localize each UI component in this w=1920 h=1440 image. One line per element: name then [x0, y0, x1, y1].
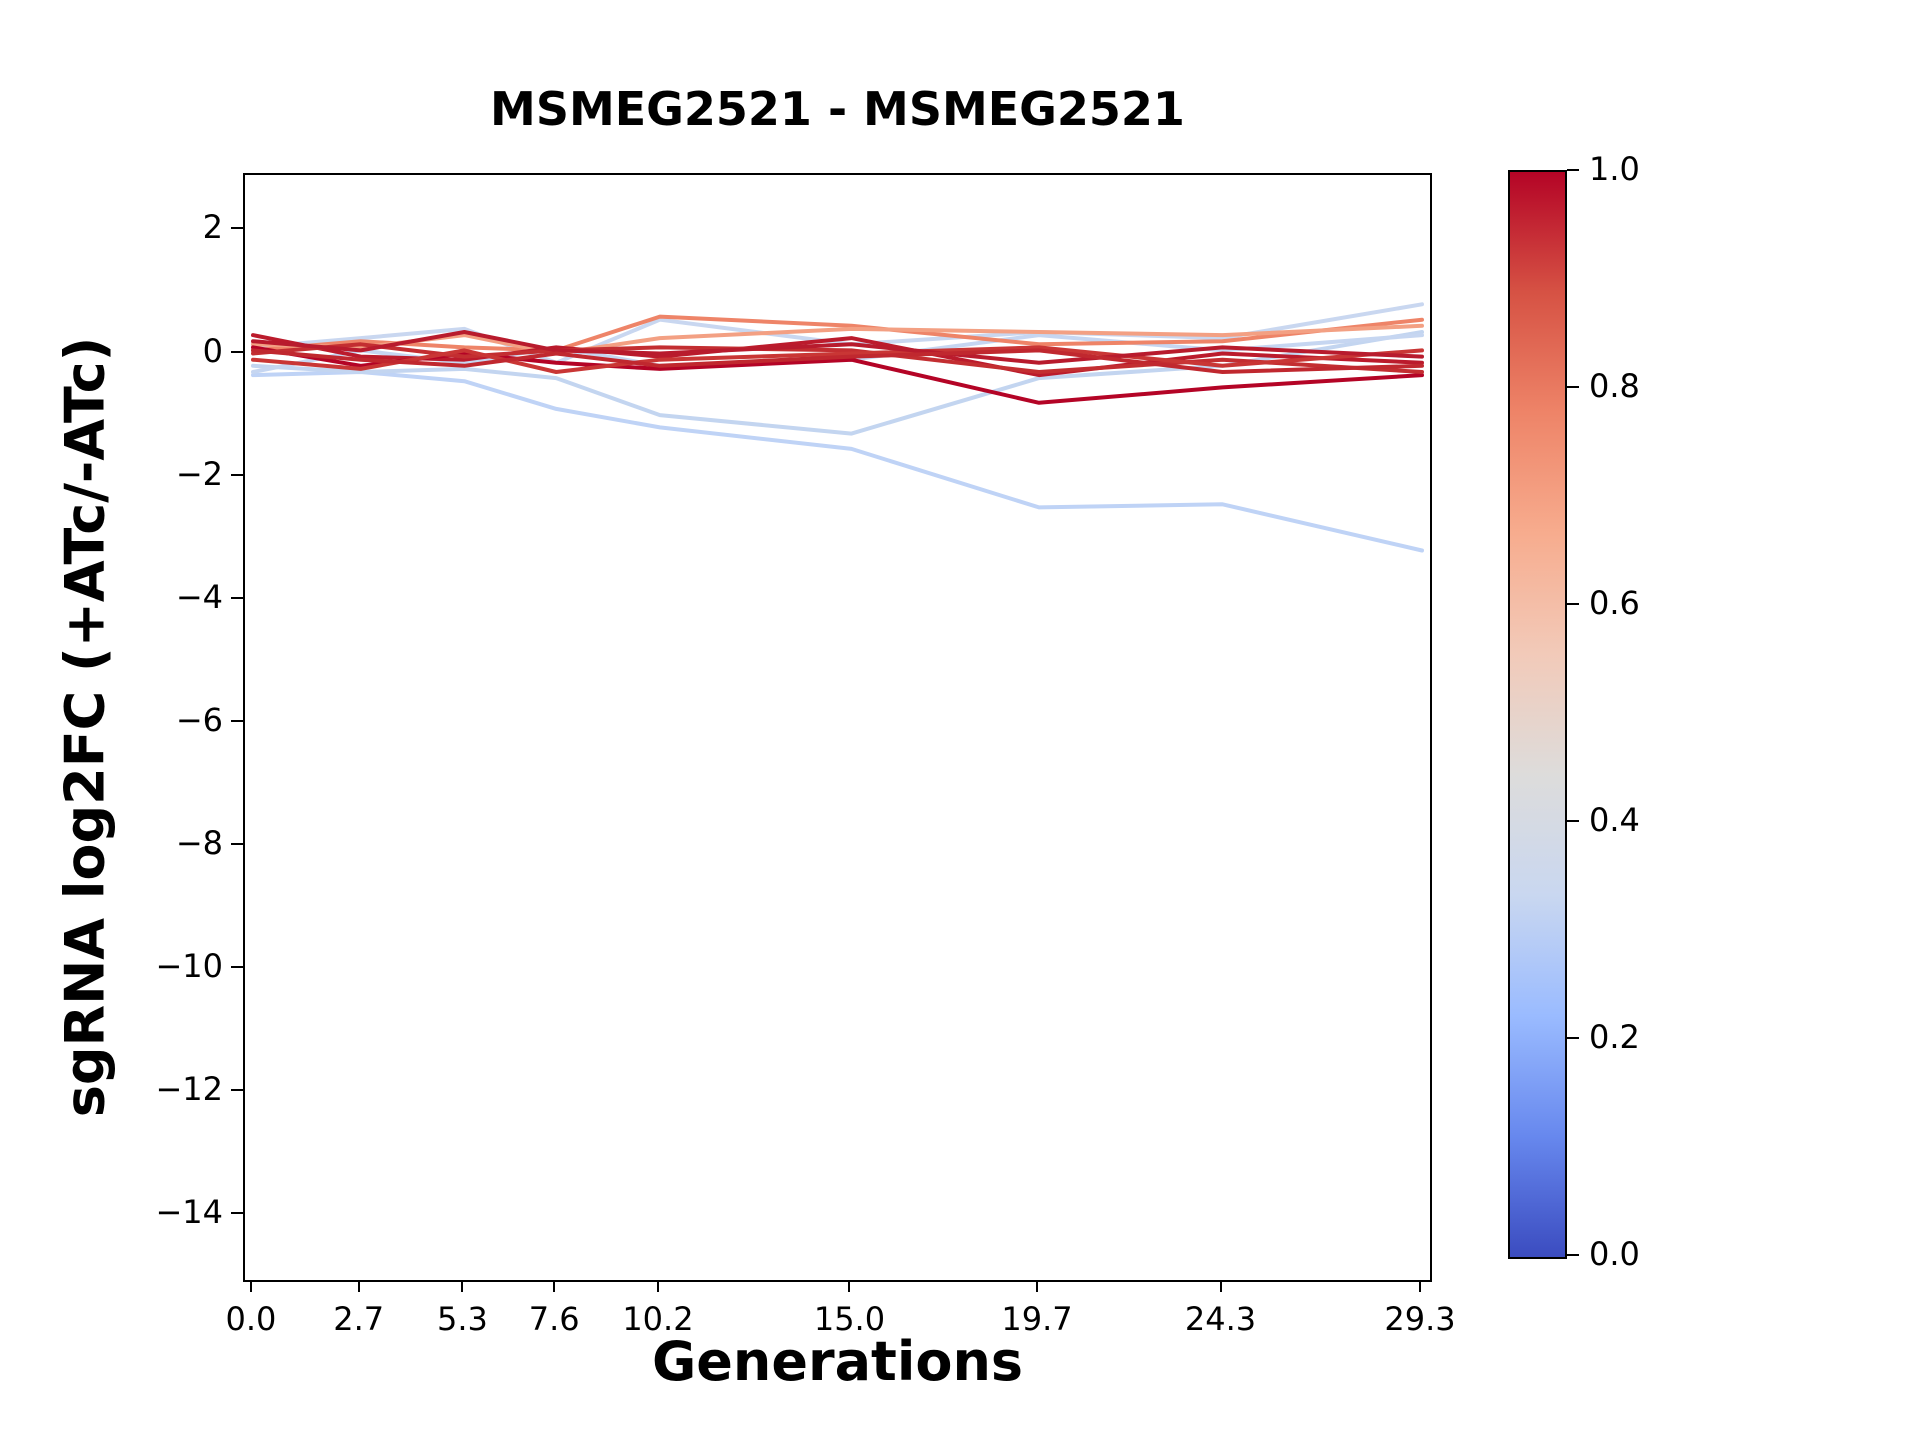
- y-tick-mark: [231, 473, 243, 476]
- y-tick-label: 0: [202, 331, 223, 370]
- colorbar-tick-mark: [1567, 1254, 1579, 1256]
- colorbar-tick-label: 0.8: [1589, 367, 1640, 405]
- y-tick-label: −6: [175, 700, 223, 739]
- y-tick-mark: [231, 1212, 243, 1215]
- y-tick-label: −14: [155, 1193, 223, 1232]
- chart-title: MSMEG2521 - MSMEG2521: [490, 82, 1185, 136]
- colorbar-tick-label: 0.4: [1589, 801, 1640, 839]
- colorbar-tick-mark: [1567, 386, 1579, 388]
- x-axis-label: Generations: [651, 1330, 1024, 1393]
- sgrna-series-line: [251, 330, 1424, 365]
- colorbar: [1508, 170, 1567, 1259]
- y-axis-label: sgRNA log2FC (+ATc/-ATc): [53, 336, 117, 1118]
- y-tick-label: −2: [175, 454, 223, 493]
- colorbar-tick-label: 1.0: [1589, 150, 1640, 188]
- colorbar-tick-mark: [1567, 169, 1579, 171]
- colorbar-tick-mark: [1567, 1037, 1579, 1039]
- x-tick-label: 29.3: [1384, 1300, 1456, 1338]
- x-tick-mark: [553, 1280, 556, 1292]
- x-tick-label: 0.0: [225, 1300, 277, 1338]
- y-tick-mark: [231, 1089, 243, 1092]
- colorbar-tick-label: 0.2: [1589, 1018, 1640, 1056]
- x-tick-mark: [249, 1280, 252, 1292]
- sgrna-series-line: [251, 370, 1424, 553]
- y-tick-mark: [231, 843, 243, 845]
- y-tick-label: 2: [202, 208, 223, 247]
- x-tick-label: 19.7: [1001, 1300, 1073, 1338]
- y-tick-label: −4: [175, 577, 223, 616]
- x-tick-label: 2.7: [333, 1300, 385, 1338]
- y-tick-label: −12: [155, 1070, 223, 1109]
- y-tick-mark: [231, 350, 243, 353]
- y-tick-mark: [231, 227, 243, 230]
- line-chart-canvas: [251, 302, 1424, 553]
- y-tick-mark: [231, 596, 243, 599]
- x-tick-mark: [656, 1280, 659, 1292]
- x-tick-label: 10.2: [622, 1300, 694, 1338]
- sgrna-series-line: [251, 348, 1424, 374]
- sgrna-series-line: [251, 330, 1424, 436]
- colorbar-tick-label: 0.0: [1589, 1235, 1640, 1273]
- colorbar-tick-mark: [1567, 820, 1579, 822]
- x-tick-mark: [1035, 1280, 1038, 1292]
- x-tick-label: 15.0: [813, 1300, 886, 1338]
- y-tick-mark: [231, 719, 243, 722]
- x-tick-mark: [461, 1280, 464, 1292]
- x-tick-label: 5.3: [436, 1300, 488, 1338]
- y-tick-mark: [231, 966, 243, 969]
- colorbar-tick-label: 0.6: [1589, 584, 1640, 622]
- x-tick-mark: [1419, 1280, 1422, 1292]
- x-tick-label: 7.6: [528, 1300, 580, 1338]
- x-tick-mark: [357, 1280, 360, 1292]
- x-tick-mark: [848, 1280, 851, 1292]
- plot-area: [243, 173, 1432, 1282]
- y-tick-label: −8: [175, 824, 223, 862]
- y-tick-label: −10: [155, 947, 223, 986]
- colorbar-tick-mark: [1567, 603, 1579, 605]
- x-tick-mark: [1219, 1280, 1222, 1292]
- x-tick-label: 24.3: [1184, 1300, 1257, 1338]
